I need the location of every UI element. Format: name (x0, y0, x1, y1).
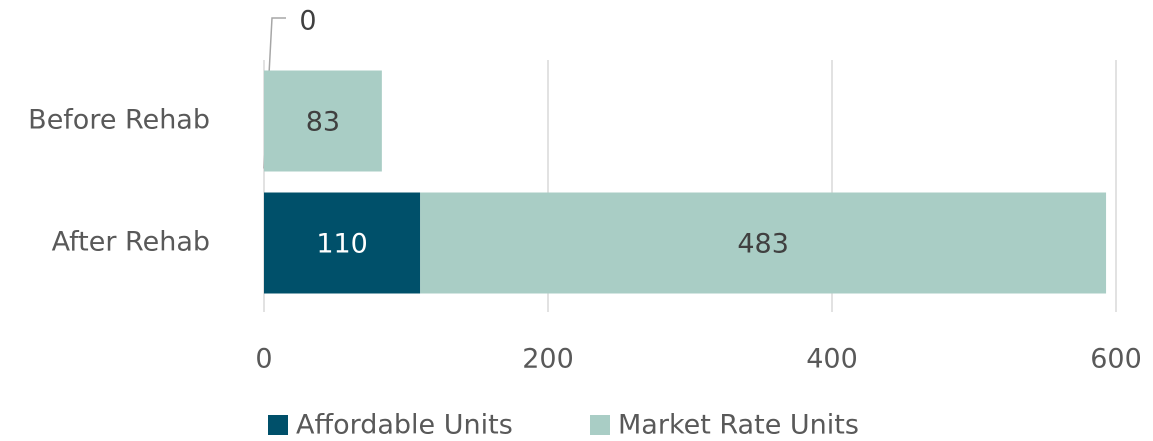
data-label: 83 (306, 107, 340, 138)
data-label: 0 (299, 6, 316, 37)
bar (264, 192, 421, 294)
bar (420, 192, 1107, 294)
data-label: 110 (316, 229, 368, 260)
legend-swatch (590, 415, 610, 435)
y-tick-label: After Rehab (52, 227, 210, 258)
y-tick-label: Before Rehab (28, 105, 210, 136)
data-label: 483 (737, 229, 789, 260)
x-tick-label: 0 (255, 344, 272, 375)
legend-label: Affordable Units (296, 410, 513, 441)
legend-swatch (268, 415, 288, 435)
x-tick-label: 400 (806, 344, 858, 375)
legend-label: Market Rate Units (618, 410, 859, 441)
x-tick-label: 600 (1090, 344, 1142, 375)
bar (264, 70, 382, 172)
x-tick-label: 200 (522, 344, 574, 375)
